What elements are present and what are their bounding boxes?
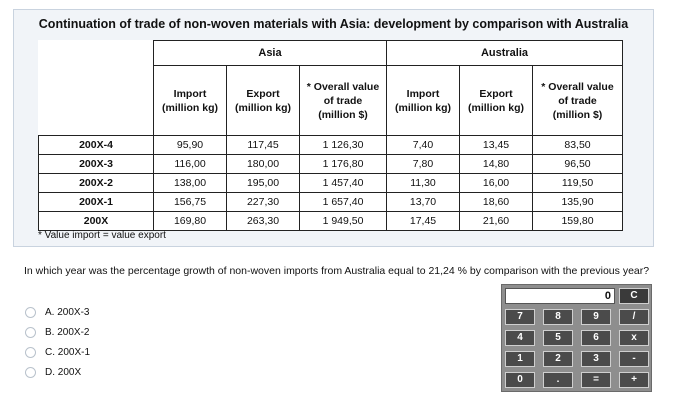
table-row: 200X 169,80 263,30 1 949,50 17,45 21,60 … [38,211,623,231]
table-row: 200X-3 116,00 180,00 1 176,80 7,80 14,80… [38,154,623,174]
table-row: 200X-2 138,00 195,00 1 457,40 11,30 16,0… [38,173,623,193]
data-panel: Continuation of trade of non-woven mater… [13,9,654,247]
key-3[interactable]: 3 [581,351,611,367]
option-a[interactable]: A. 200X-3 [25,302,90,322]
table-cell: 156,75 [153,192,227,212]
table-row: 200X-1 156,75 227,30 1 657,40 13,70 18,6… [38,192,623,212]
table-cell: 117,45 [226,135,300,155]
key-1[interactable]: 1 [505,351,535,367]
table-cell: 14,80 [459,154,533,174]
key-7[interactable]: 7 [505,309,535,325]
table-cell: 16,00 [459,173,533,193]
minus-key[interactable]: - [619,351,649,367]
key-9[interactable]: 9 [581,309,611,325]
table-cell: 1 657,40 [299,192,387,212]
key-2[interactable]: 2 [543,351,573,367]
header-asia-import: Import (million kg) [153,65,227,136]
option-label: B. 200X-2 [45,326,90,338]
key-6[interactable]: 6 [581,330,611,346]
radio-button[interactable] [25,306,36,318]
header-australia-export: Export (million kg) [459,65,533,136]
group-header-australia: Australia [386,40,623,66]
key-0[interactable]: 0 [505,372,535,388]
table-cell: 18,60 [459,192,533,212]
table-cell: 96,50 [532,154,623,174]
group-header-asia: Asia [153,40,387,66]
option-label: D. 200X [45,366,82,378]
clear-key[interactable]: C [619,288,649,304]
table-cell: 13,70 [386,192,460,212]
decimal-key[interactable]: . [543,372,573,388]
table-cell: 1 176,80 [299,154,387,174]
plus-key[interactable]: + [619,372,649,388]
option-c[interactable]: C. 200X-1 [25,342,90,362]
table-cell: 95,90 [153,135,227,155]
year-cell: 200X-3 [38,154,154,174]
header-australia-import: Import (million kg) [386,65,460,136]
trade-table: Asia Australia Import (million kg) Expor… [38,40,623,231]
answer-options: A. 200X-3 B. 200X-2 C. 200X-1 D. 200X [25,302,90,382]
calculator: 0 C 7 8 9 / 4 5 6 x 1 2 3 - 0 . = + [501,284,652,392]
header-australia-overall: * Overall value of trade (million $) [532,65,623,136]
key-4[interactable]: 4 [505,330,535,346]
option-label: A. 200X-3 [45,306,90,318]
key-5[interactable]: 5 [543,330,573,346]
table-cell: 263,30 [226,211,300,231]
question-text: In which year was the percentage growth … [24,265,650,277]
table-cell: 21,60 [459,211,533,231]
table-cell: 119,50 [532,173,623,193]
radio-button[interactable] [25,366,36,378]
table-cell: 169,80 [153,211,227,231]
divide-key[interactable]: / [619,309,649,325]
option-b[interactable]: B. 200X-2 [25,322,90,342]
table-cell: 116,00 [153,154,227,174]
table-cell: 13,45 [459,135,533,155]
panel-title: Continuation of trade of non-woven mater… [38,17,629,31]
table-cell: 17,45 [386,211,460,231]
table-cell: 138,00 [153,173,227,193]
option-d[interactable]: D. 200X [25,362,90,382]
table-cell: 227,30 [226,192,300,212]
table-cell: 159,80 [532,211,623,231]
table-cell: 195,00 [226,173,300,193]
year-cell: 200X-2 [38,173,154,193]
year-cell: 200X-1 [38,192,154,212]
table-cell: 11,30 [386,173,460,193]
table-cell: 7,40 [386,135,460,155]
table-cell: 7,80 [386,154,460,174]
table-cell: 1 126,30 [299,135,387,155]
option-label: C. 200X-1 [45,346,91,358]
table-cell: 135,90 [532,192,623,212]
table-row: 200X-4 95,90 117,45 1 126,30 7,40 13,45 … [38,135,623,155]
table-cell: 180,00 [226,154,300,174]
key-8[interactable]: 8 [543,309,573,325]
table-cell: 83,50 [532,135,623,155]
radio-button[interactable] [25,346,36,358]
table-cell: 1 949,50 [299,211,387,231]
year-cell: 200X-4 [38,135,154,155]
equals-key[interactable]: = [581,372,611,388]
footnote: * Value import = value export [38,230,166,241]
header-asia-overall: * Overall value of trade (million $) [299,65,387,136]
year-cell: 200X [38,211,154,231]
header-asia-export: Export (million kg) [226,65,300,136]
multiply-key[interactable]: x [619,330,649,346]
calculator-display: 0 [505,288,615,304]
table-cell: 1 457,40 [299,173,387,193]
radio-button[interactable] [25,326,36,338]
